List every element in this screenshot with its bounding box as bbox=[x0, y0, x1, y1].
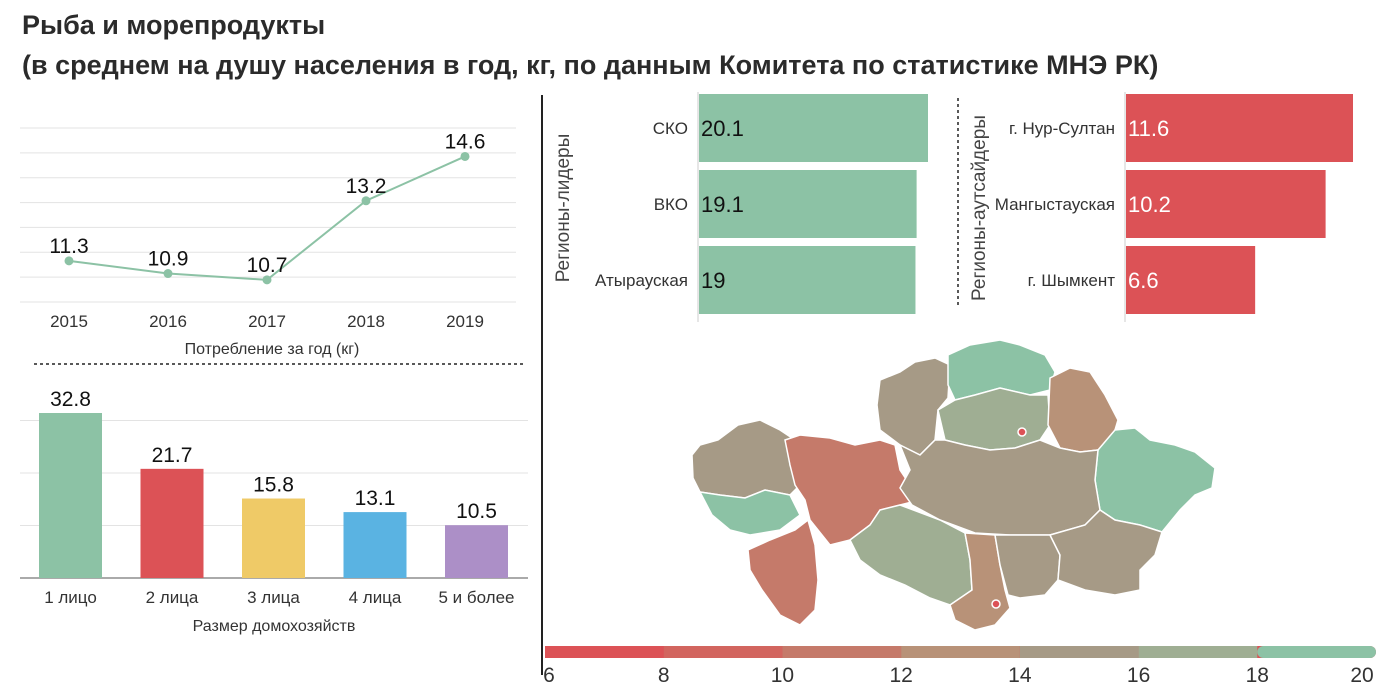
outsiders-group-label: Регионы-аутсайдеры bbox=[969, 115, 990, 301]
scale-tick-label: 10 bbox=[771, 664, 794, 687]
line-value-label: 11.3 bbox=[49, 235, 88, 258]
map-region-west bbox=[691, 419, 801, 499]
scale-segment bbox=[545, 646, 555, 658]
household-bar bbox=[343, 512, 407, 578]
leaders-bar bbox=[699, 246, 916, 314]
leaders-value-label: 20.1 bbox=[701, 116, 744, 141]
bar-category-label: 5 и более bbox=[438, 588, 514, 607]
scale-tick-label: 20 bbox=[1350, 664, 1373, 687]
scale-tick-label: 18 bbox=[1246, 664, 1269, 687]
bar-category-label: 3 лица bbox=[247, 588, 300, 607]
chart-subtitle: (в среднем на душу населения в год, кг, … bbox=[22, 50, 1159, 80]
chart-title: Рыба и морепродукты bbox=[22, 10, 326, 40]
kazakhstan-choropleth-map bbox=[691, 339, 1216, 631]
bar-value-label: 32.8 bbox=[50, 388, 91, 411]
leaders-region-label: СКО bbox=[653, 119, 688, 138]
x-tick-label: 2019 bbox=[446, 312, 484, 331]
bar-category-label: 4 лица bbox=[349, 588, 402, 607]
bar-value-label: 10.5 bbox=[456, 500, 497, 523]
household-bar bbox=[140, 468, 204, 578]
line-point bbox=[262, 275, 272, 285]
map-city-shymkent bbox=[991, 599, 1001, 609]
line-point bbox=[163, 269, 173, 279]
x-tick-label: 2015 bbox=[50, 312, 88, 331]
outsiders-value-label: 11.6 bbox=[1128, 116, 1169, 141]
line-value-label: 10.7 bbox=[247, 254, 288, 277]
line-value-label: 14.6 bbox=[445, 130, 486, 153]
outsiders-region-label: г. Нур-Султан bbox=[1009, 119, 1115, 138]
scale-tick-label: 14 bbox=[1008, 664, 1032, 687]
bar-value-label: 21.7 bbox=[152, 444, 193, 467]
household-bar bbox=[445, 525, 508, 578]
map-region-vko bbox=[1094, 427, 1216, 533]
leaders-bar bbox=[699, 170, 917, 238]
map-city-nur-sultan bbox=[1017, 427, 1027, 437]
bar-axis-label: Размер домохозяйств bbox=[193, 618, 356, 635]
x-tick-label: 2016 bbox=[149, 312, 187, 331]
leaders-bar bbox=[699, 94, 928, 162]
line-point bbox=[361, 196, 371, 206]
leaders-bar-chart: СКО 20.1 ВКО 19.1 Атырауская 19 Регионы-лидеры bbox=[553, 94, 928, 314]
line-point bbox=[64, 256, 74, 266]
scale-segment bbox=[545, 646, 664, 658]
outsiders-region-label: г. Шымкент bbox=[1028, 271, 1116, 290]
map-region-almaty bbox=[1048, 509, 1163, 596]
map-region-mangystau bbox=[747, 518, 819, 626]
line-point bbox=[460, 151, 470, 161]
line-value-label: 13.2 bbox=[346, 175, 387, 198]
scale-segment bbox=[1138, 646, 1258, 658]
outsiders-bar bbox=[1126, 246, 1256, 314]
leaders-value-label: 19 bbox=[701, 268, 725, 293]
scale-tick-label: 8 bbox=[658, 664, 670, 687]
outsiders-bar-chart: г. Нур-Султан 11.6 Мангыстауская 10.2 г. Шым… bbox=[969, 94, 1353, 314]
scale-tick-label: 6 bbox=[543, 664, 555, 687]
scale-segment bbox=[1019, 646, 1139, 658]
color-scale-legend: 6 8 10 12 14 16 18 20 bbox=[543, 646, 1376, 687]
bar-value-label: 13.1 bbox=[355, 487, 396, 510]
outsiders-value-label: 6.6 bbox=[1128, 268, 1159, 293]
outsiders-bar bbox=[1126, 170, 1326, 238]
consumption-line-chart: 11.3 2015 10.9 2016 10.7 2017 13.2 2018 14.6 2019… bbox=[20, 127, 516, 358]
outsiders-value-label: 10.2 bbox=[1128, 192, 1171, 217]
scale-tick-label: 16 bbox=[1127, 664, 1150, 687]
bar-category-label: 2 лица bbox=[146, 588, 199, 607]
household-bar bbox=[39, 413, 102, 578]
leaders-region-label: ВКО bbox=[654, 195, 688, 214]
scale-tick-label: 12 bbox=[889, 664, 912, 687]
scale-segment bbox=[663, 646, 783, 658]
outsiders-bar bbox=[1126, 94, 1353, 162]
household-bar-chart: 32.8 1 лицо 21.7 2 лица 15.8 3 лица 13.1 4 лица… bbox=[20, 388, 528, 635]
bar-value-label: 15.8 bbox=[253, 474, 294, 497]
x-axis-label: Потребление за год (кг) bbox=[185, 341, 360, 358]
leaders-value-label: 19.1 bbox=[701, 192, 744, 217]
scale-segment bbox=[782, 646, 902, 658]
household-bar bbox=[242, 498, 305, 578]
leaders-group-label: Регионы-лидеры bbox=[553, 134, 574, 283]
scale-segment bbox=[901, 646, 1020, 658]
leaders-region-label: Атырауская bbox=[595, 271, 688, 290]
x-tick-label: 2017 bbox=[248, 312, 286, 331]
map-region-atyrau bbox=[698, 489, 801, 536]
line-value-label: 10.9 bbox=[148, 248, 189, 271]
bar-category-label: 1 лицо bbox=[44, 588, 97, 607]
scale-segment bbox=[1257, 646, 1376, 658]
x-tick-label: 2018 bbox=[347, 312, 385, 331]
outsiders-region-label: Мангыстауская bbox=[995, 195, 1115, 214]
map-region-karaganda bbox=[898, 439, 1101, 536]
